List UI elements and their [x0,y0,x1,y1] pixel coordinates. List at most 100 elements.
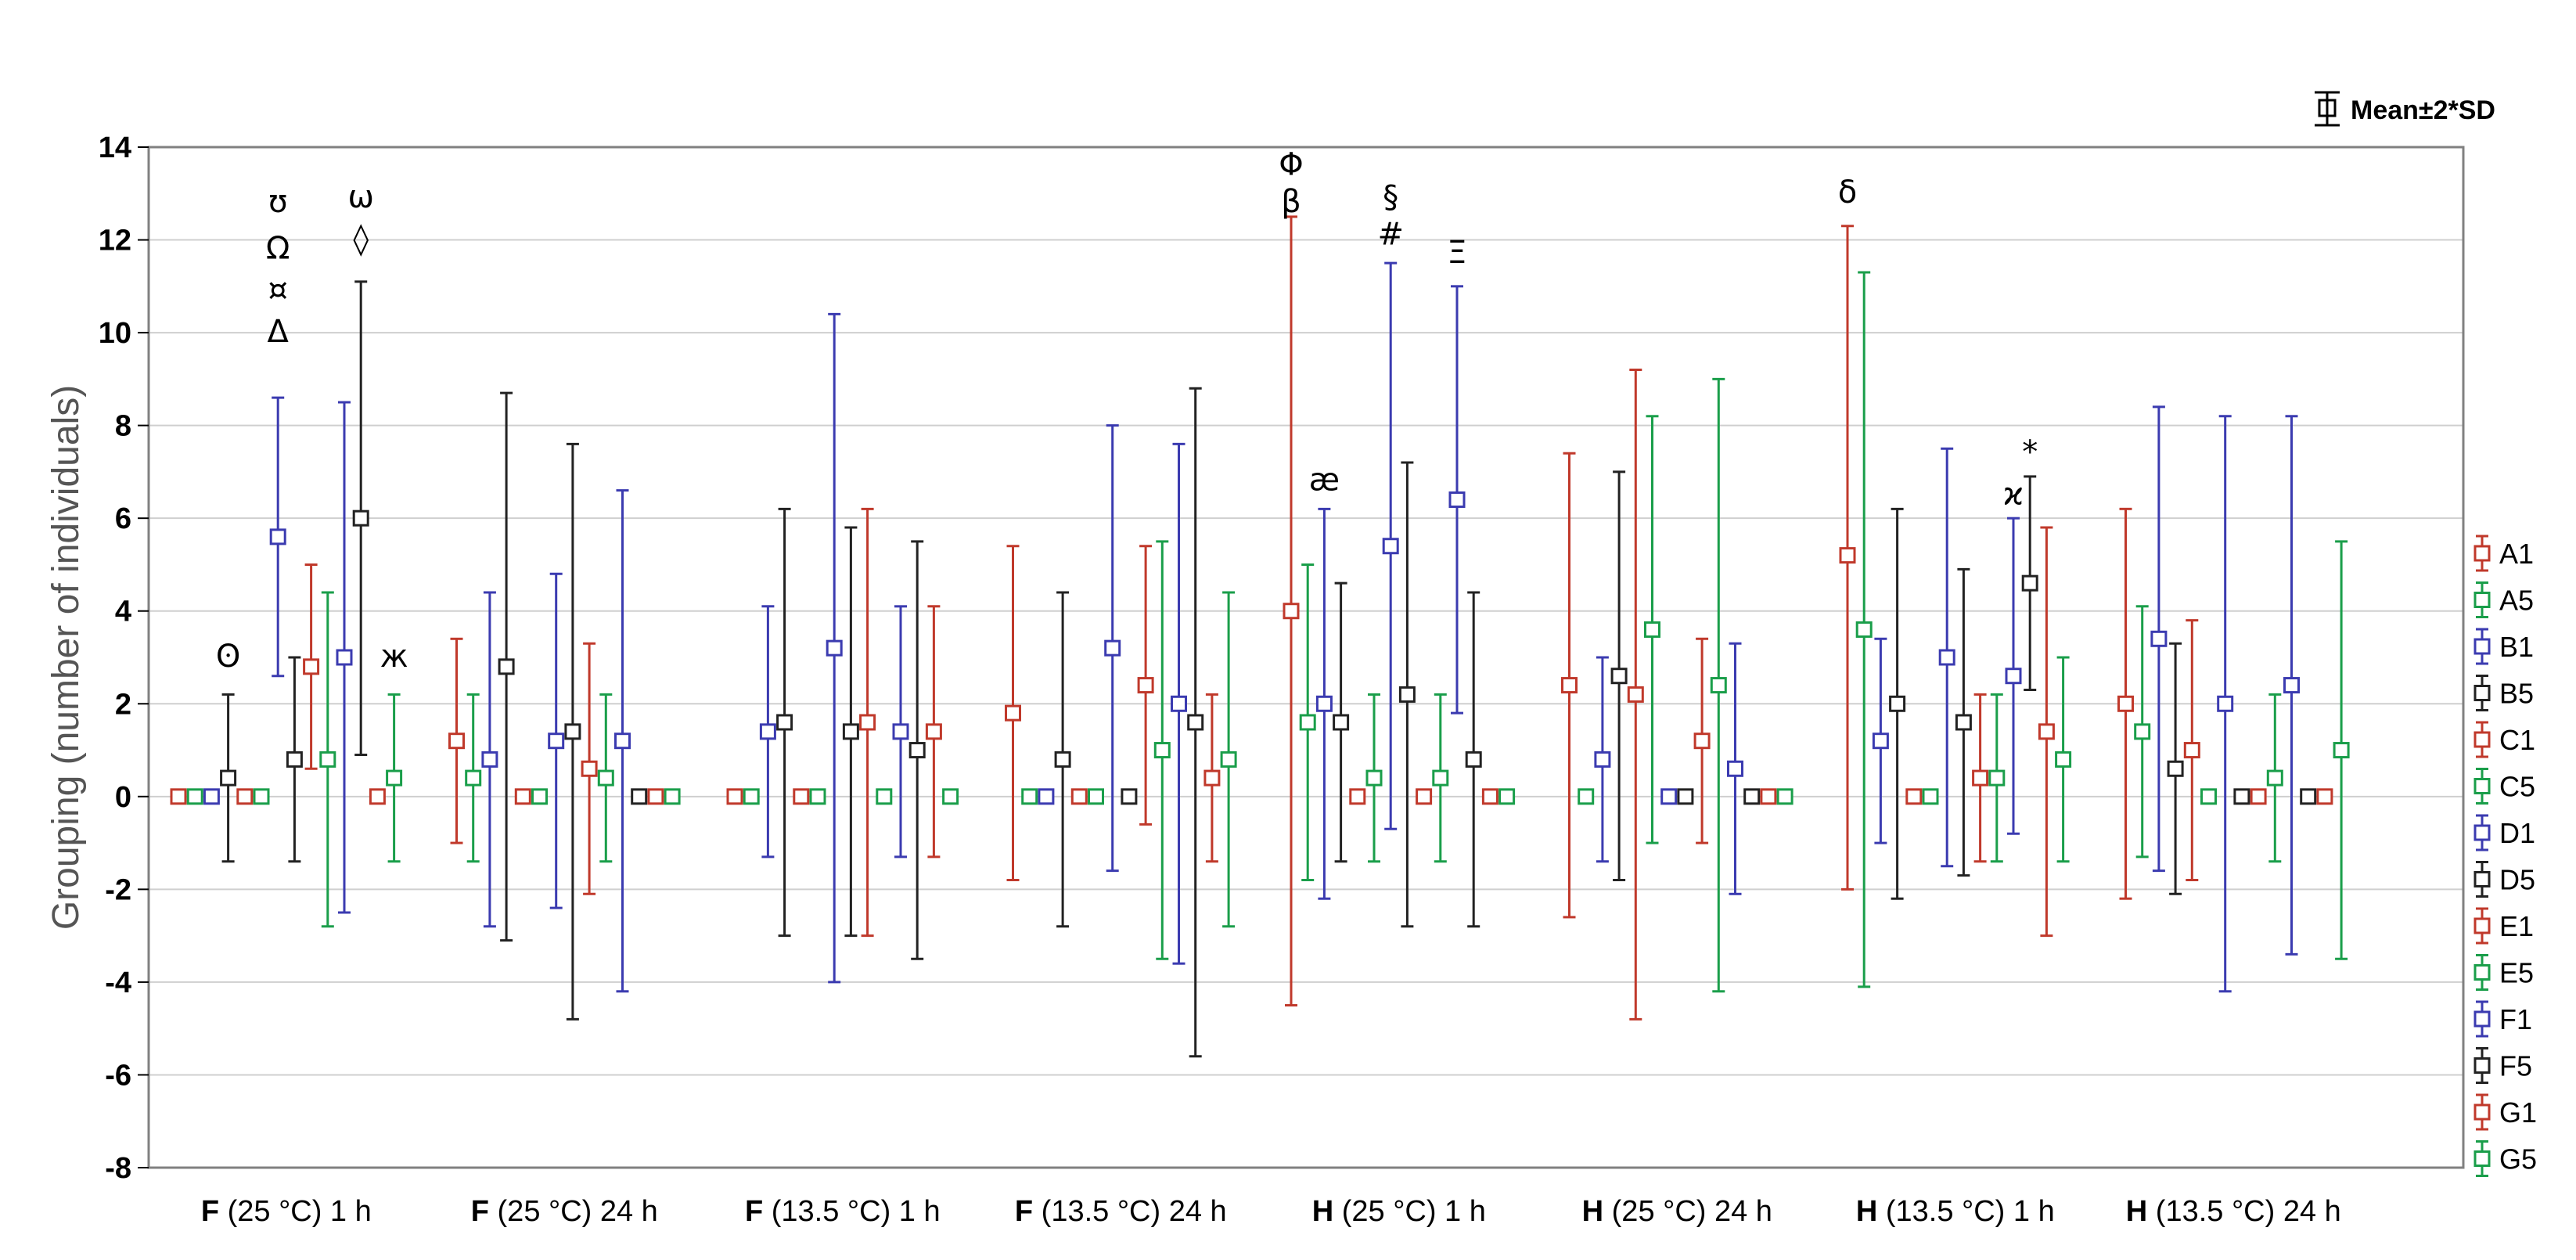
mean-marker [908,742,926,759]
mean-marker [892,723,909,740]
annotation-symbol: β [1281,184,1301,220]
mean-marker [1187,714,1204,731]
y-tick-label: -4 [105,967,131,999]
data-point-C1 [1905,788,1923,805]
mean-marker [631,788,648,805]
x-tick-label-rest: (25 °C) 24 h [489,1195,658,1228]
legend-item-B1: B1 [2473,628,2534,665]
mean-marker [1988,769,2006,787]
data-point-C5 [531,788,548,805]
mean-marker [1955,714,1972,731]
data-point-D5 [1955,567,1972,877]
x-tick-label-rest: (13.5 °C) 1 h [763,1195,940,1228]
x-tick-label-bold: F [471,1195,489,1228]
mean-marker [186,788,203,805]
x-tick-label-bold: H [2126,1195,2147,1228]
mean-marker [2055,751,2072,768]
data-point-B5 [2167,642,2184,895]
mean-marker [1889,695,1906,712]
legend-swatch-marker [2473,1057,2491,1074]
data-point-B5 [1889,507,1906,900]
mean-marker [1972,769,1989,787]
data-point-D1 [2217,415,2234,993]
legend-item-G5: G5 [2473,1140,2537,1177]
legend-label: A1 [2499,538,2534,570]
data-point-D5 [1121,788,1138,805]
data-point-E1 [303,563,320,770]
mean-marker [1855,621,1873,638]
mean-marker [564,723,581,740]
legend-swatch-marker [2473,1010,2491,1028]
mean-marker [1677,788,1694,805]
legend-swatch-marker [2473,964,2491,981]
mean-marker [1727,760,1743,777]
mean-marker [2266,769,2283,787]
annotation-symbol: # [1377,216,1404,252]
mean-marker [1760,788,1777,805]
annotation-symbol: ж [380,639,408,675]
mean-marker [2283,677,2300,694]
legend-item-F1: F1 [2473,1000,2532,1038]
mean-marker [1938,649,1955,666]
annotation-symbol: ◊ [353,221,369,257]
y-tick-label: 14 [99,131,131,164]
y-tick-label: 12 [99,225,131,257]
data-point-A1 [1005,545,1021,882]
mean-marker [1594,751,1611,768]
mean-marker [2200,788,2217,805]
mean-marker [548,733,565,750]
legend-swatch-marker [2473,824,2491,841]
mean-marker [2316,788,2333,805]
legend-label: D5 [2499,864,2535,896]
data-point-E5 [1153,540,1171,960]
x-tick-label: F (25 °C) 1 h [201,1195,372,1228]
annotation-symbol: ʊ [268,184,288,220]
x-tick-label: H (13.5 °C) 24 h [2126,1195,2341,1228]
x-tick-label-bold: F [201,1195,219,1228]
data-point-A1 [170,788,187,805]
mean-marker [448,733,465,750]
data-point-B1 [203,788,220,805]
data-point-G5 [386,693,403,863]
data-point-D5 [286,656,303,863]
legend-label: E1 [2499,910,2534,942]
legend-swatch-marker [2473,545,2491,562]
data-point-D1 [1660,788,1678,805]
mean-marker [1693,733,1711,750]
data-point-G5 [1220,591,1237,928]
mean-marker [286,751,303,768]
mean-marker [1349,788,1366,805]
legend-swatch-marker [2473,731,2491,748]
mean-marker [514,788,531,805]
y-tick-label: 2 [115,688,131,721]
mean-marker [2250,788,2267,805]
data-point-C5 [1922,788,1939,805]
legend-label: F5 [2499,1050,2532,1082]
mean-marker [319,751,336,768]
data-point-G5 [2055,656,2072,863]
mean-marker [1365,769,1383,787]
mean-marker [481,751,498,768]
data-point-C5 [2200,788,2217,805]
data-point-B1 [1872,637,1889,844]
data-point-G5 [2333,540,2350,960]
mean-marker [759,723,776,740]
legend-item-G1: G1 [2473,1093,2537,1131]
data-point-F5 [2300,788,2317,805]
data-point-D1 [1382,261,1399,830]
legend-label: G1 [2499,1096,2537,1129]
mean-marker [942,788,959,805]
data-point-A5 [1855,271,1873,988]
mean-marker [2233,788,2250,805]
mean-marker [726,788,743,805]
mean-sd-legend-icon [2315,91,2340,127]
legend-swatch-marker [2473,871,2491,887]
data-point-E5 [319,591,336,928]
mean-marker [1104,639,1121,657]
data-point-E5 [1432,693,1449,863]
x-tick-label-bold: H [1856,1195,1877,1228]
mean-marker [2183,742,2200,759]
data-point-D5 [1677,788,1694,805]
